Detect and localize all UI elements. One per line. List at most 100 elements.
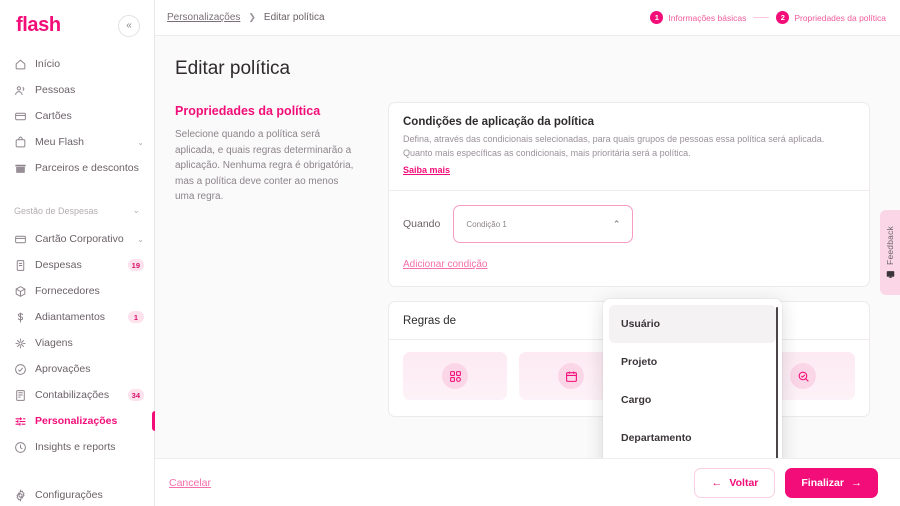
dropdown-scrollbar[interactable] [775,307,778,458]
sidebar-item-label: Cartão Corporativo [35,233,124,245]
brand-logo[interactable]: flash [16,14,61,36]
sidebar-item-label: Despesas [35,259,82,271]
step-2[interactable]: 2 Propriedades da política [776,11,886,24]
rules-card-title: Regras de [403,315,457,327]
search-approval-icon [790,363,816,389]
when-label: Quando [403,218,441,230]
people-icon [14,84,27,97]
breadcrumb-root-link[interactable]: Personalizações [167,12,241,23]
dropdown-option-label: Departamento [621,432,692,444]
conditions-card-body: Quando Condição 1 ⌃ Adicionar condição [389,190,869,286]
rules-card-header: Regras de [389,302,869,339]
breadcrumb-current: Editar política [263,12,325,23]
when-row: Quando Condição 1 ⌃ [403,205,855,243]
sidebar-item-label: Adiantamentos [35,311,106,323]
box-icon [14,285,27,298]
sidebar-item-configuracoes[interactable]: Configurações [0,482,154,506]
chevron-down-icon: ⌄ [132,205,140,215]
cancel-link[interactable]: Cancelar [169,476,212,489]
dropdown-option-usuario[interactable]: Usuário [609,305,776,343]
left-description-column: Propriedades da política Selecione quand… [175,102,360,431]
sidebar-item-despesas[interactable]: Despesas 19 [0,252,154,278]
conditions-card-description: Defina, através das condicionais selecio… [403,134,825,158]
sidebar-settings-group: Configurações [0,478,154,506]
sidebar-item-insights[interactable]: Insights e reports [0,434,154,460]
footer-actions: Cancelar ← Voltar Finalizar → [155,458,900,506]
sliders-icon [14,415,27,428]
sidebar-item-label: Parceiros e descontos [35,162,139,174]
sidebar-item-aprovacoes[interactable]: Aprovações [0,356,154,382]
sidebar-item-label: Personalizações [35,415,118,427]
step-connector [753,16,770,19]
main-area: Personalizações ❯ Editar política 1 Info… [155,0,900,506]
conditions-card-title: Condições de aplicação da política [403,116,595,128]
sidebar-item-fornecedores[interactable]: Fornecedores [0,278,154,304]
add-condition-link[interactable]: Adicionar condição [403,259,488,270]
dropdown-option-departamento[interactable]: Departamento [609,419,776,457]
condition-select[interactable]: Condição 1 ⌃ [453,205,634,243]
check-circle-icon [14,363,27,376]
sidebar-item-label: Cartões [35,110,72,122]
sidebar-section-gestao-despesas[interactable]: Gestão de Despesas ⌄ [0,199,154,222]
sidebar-item-label: Viagens [35,337,73,349]
sidebar-item-viagens[interactable]: Viagens [0,330,154,356]
arrow-right-icon: → [851,476,862,489]
step-1[interactable]: 1 Informações básicas [650,11,746,24]
sidebar-expense-group: Cartão Corporativo ⌄ Despesas 19 Fornece… [0,222,155,466]
learn-more-link[interactable]: Saiba mais [403,165,451,175]
dropdown-option-projeto[interactable]: Projeto [609,343,776,381]
top-bar: Personalizações ❯ Editar política 1 Info… [155,0,900,36]
chevron-up-icon: ⌃ [612,218,621,229]
travel-icon [14,337,27,350]
sidebar: flash « Início Pessoas Cartões Meu Flash… [0,0,155,506]
sidebar-item-label: Aprovações [35,363,91,375]
chevrons-left-icon: « [126,20,132,31]
sidebar-item-meu-flash[interactable]: Meu Flash ⌄ [0,129,154,155]
dollar-icon [14,311,27,324]
page-title: Editar política [175,58,291,79]
finish-button-label: Finalizar [801,476,844,489]
sidebar-item-label: Contabilizações [35,389,110,401]
sidebar-item-label: Meu Flash [35,136,85,148]
calendar-icon [558,363,584,389]
sidebar-header: flash « [0,0,154,47]
sidebar-item-adiantamentos[interactable]: Adiantamentos 1 [0,304,154,330]
dropdown-option-cargo[interactable]: Cargo [609,381,776,419]
store-icon [14,162,27,175]
sidebar-item-label: Início [35,58,61,70]
feedback-icon [886,270,895,279]
wizard-stepper: 1 Informações básicas 2 Propriedades da … [650,11,886,24]
sidebar-badge-despesas: 19 [127,259,144,271]
home-icon [14,58,27,71]
condition-select-value: Condição 1 [466,219,507,229]
arrow-left-icon: ← [711,476,723,489]
feedback-tab[interactable]: Feedback [880,210,900,295]
bag-icon [14,136,27,149]
chevron-down-icon: ⌄ [137,234,144,244]
dropdown-option-label: Cargo [621,394,652,406]
sidebar-item-parceiros[interactable]: Parceiros e descontos [0,155,154,181]
section-description: Selecione quando a política será aplicad… [175,129,354,202]
condition-dropdown-menu[interactable]: Usuário Projeto Cargo Departamento Unida… [603,299,782,458]
sidebar-item-cartoes[interactable]: Cartões [0,103,154,129]
back-button[interactable]: ← Voltar [694,467,776,498]
sidebar-item-label: Fornecedores [35,285,100,297]
feedback-label: Feedback [885,225,895,265]
content-area: Editar política Propriedades da política… [155,36,900,458]
sidebar-item-pessoas[interactable]: Pessoas [0,77,154,103]
sidebar-collapse-button[interactable]: « [118,14,140,37]
receipt-icon [14,259,27,272]
sidebar-item-label: Pessoas [35,84,76,96]
step-1-number: 1 [650,11,664,24]
sidebar-badge-contabilizacoes: 34 [127,389,144,401]
finish-button[interactable]: Finalizar → [785,467,878,498]
sidebar-item-inicio[interactable]: Início [0,51,154,77]
sidebar-item-personalizacoes[interactable]: Personalizações [0,408,155,434]
grid-categories-icon [442,363,468,389]
sidebar-item-cartao-corporativo[interactable]: Cartão Corporativo ⌄ [0,226,154,252]
back-button-label: Voltar [729,476,759,489]
sidebar-item-contabilizacoes[interactable]: Contabilizações 34 [0,382,154,408]
gear-icon [14,488,27,502]
chevron-down-icon: ⌄ [137,137,144,147]
rule-tile-categories[interactable] [403,352,507,400]
